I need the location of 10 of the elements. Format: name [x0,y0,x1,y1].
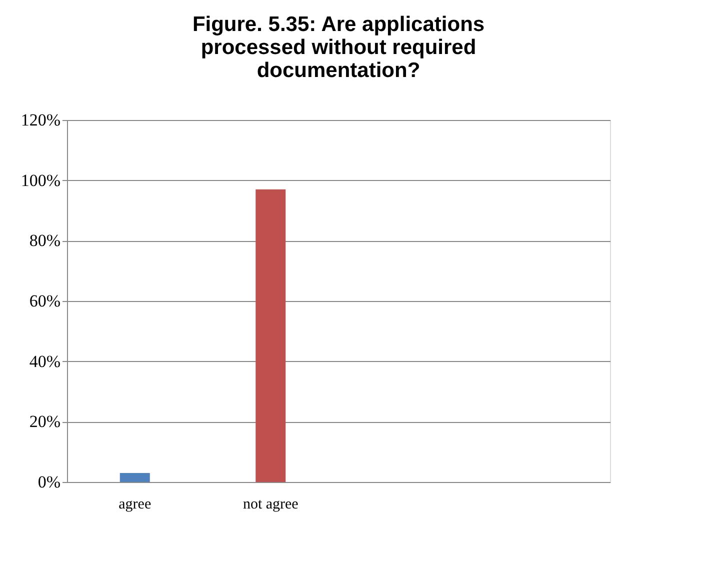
y-tick-label: 100% [20,170,60,190]
x-tick-label: not agree [242,496,299,512]
y-tick-label: 120% [20,110,60,130]
x-tick-label: agree [118,496,152,512]
y-tick-label: 20% [29,412,60,432]
y-tick-label: 0% [38,472,60,492]
chart-title: Figure. 5.35: Are applications processed without required documentation? [192,13,485,82]
y-tick-label: 80% [29,231,60,250]
y-tick-label: 40% [29,352,60,371]
y-tick-label: 60% [29,292,60,310]
